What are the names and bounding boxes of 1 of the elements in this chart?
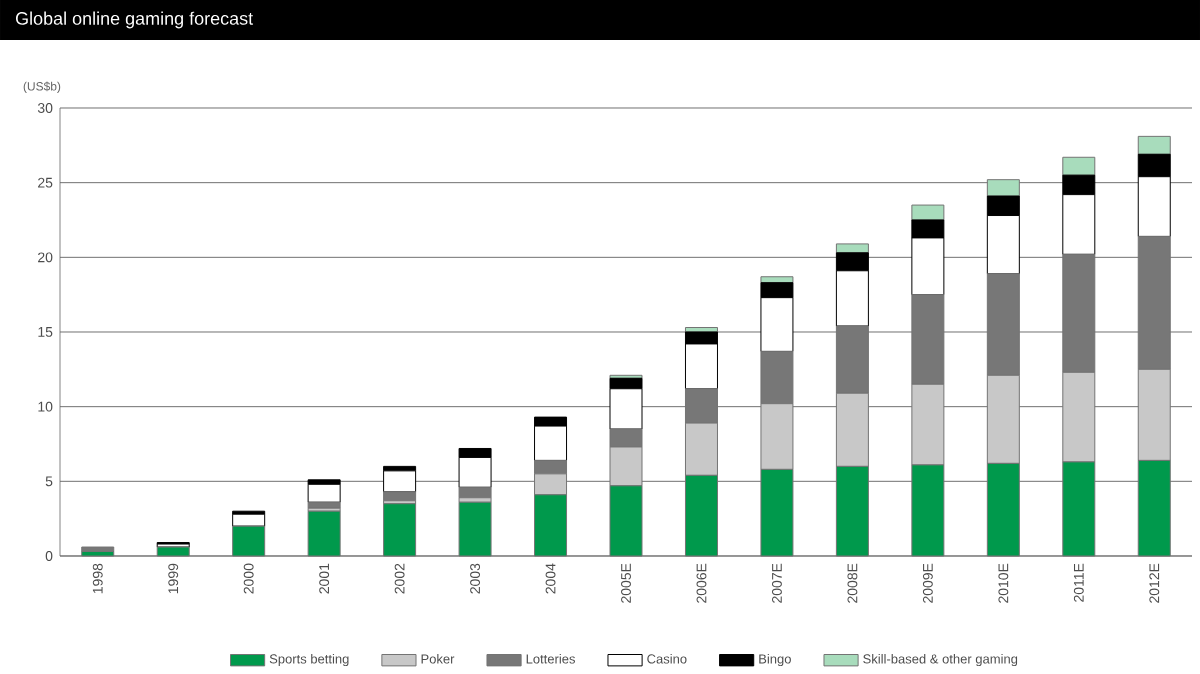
chart-title: Global online gaming forecast: [15, 11, 254, 29]
